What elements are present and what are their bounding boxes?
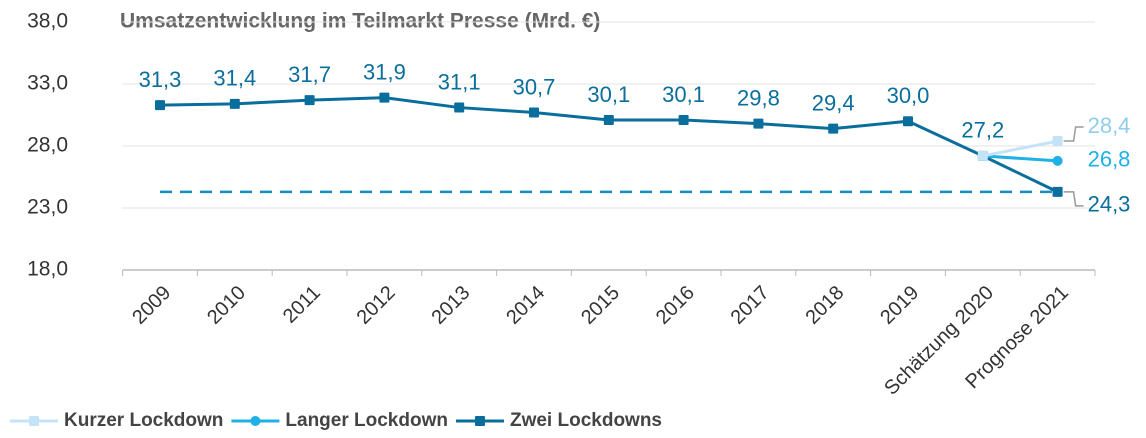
series-line (982, 139, 1058, 158)
data-label: 29,4 (812, 90, 855, 115)
x-tick-label: 2010 (203, 282, 250, 329)
legend-marker (29, 416, 39, 426)
series-line (159, 96, 1059, 194)
chart-title: Umsatzentwicklung im Teilmarkt Presse (M… (120, 10, 600, 33)
point (1052, 186, 1063, 197)
x-tick-label: 2018 (801, 282, 848, 329)
data-label: 31,7 (288, 62, 331, 87)
data-label: 29,8 (737, 85, 780, 110)
point (828, 123, 839, 134)
legend-marker (474, 416, 485, 426)
legend-label: Zwei Lockdowns (510, 410, 662, 431)
point (903, 116, 913, 127)
data-label: 30,1 (587, 82, 630, 107)
leader-line (1063, 191, 1084, 207)
point (1052, 136, 1063, 147)
x-tick-label: 2014 (502, 282, 549, 329)
x-tick-label: 2011 (279, 282, 325, 328)
data-label: 30,0 (887, 83, 930, 108)
leader-line (1063, 126, 1084, 142)
series-line (982, 154, 1058, 163)
x-tick-label: 2019 (876, 282, 923, 329)
legend-marker (250, 416, 261, 426)
data-label: 31,4 (213, 66, 256, 91)
point (529, 107, 539, 118)
point (229, 98, 240, 109)
x-tick-label: 2009 (128, 282, 175, 329)
point (977, 150, 988, 161)
x-tick-label: 2017 (727, 282, 774, 329)
legend-label: Kurzer Lockdown (64, 410, 223, 431)
data-label: 24,3 (1088, 192, 1131, 217)
point (155, 100, 165, 111)
data-label: 31,9 (363, 59, 406, 84)
data-label: 26,8 (1088, 147, 1131, 172)
data-label: 27,2 (961, 118, 1004, 143)
point (379, 92, 390, 103)
y-tick-label: 23,0 (27, 196, 68, 219)
data-label: 31,3 (139, 67, 182, 92)
y-tick-label: 28,0 (27, 134, 68, 157)
data-label: 30,7 (513, 74, 556, 99)
y-tick-label: 38,0 (27, 10, 68, 33)
point (304, 95, 315, 106)
point (454, 102, 465, 113)
x-tick-label: 2013 (427, 282, 474, 329)
legend-label: Langer Lockdown (285, 410, 448, 431)
data-label: 31,1 (438, 69, 481, 94)
data-label: 28,4 (1088, 113, 1131, 138)
point (678, 114, 689, 125)
x-tick-label: 2015 (577, 282, 624, 329)
point (603, 114, 614, 125)
point (1052, 155, 1063, 166)
y-tick-label: 33,0 (27, 72, 68, 95)
x-tick-label: 2012 (353, 282, 400, 329)
y-tick-label: 18,0 (27, 258, 68, 281)
x-tick-label: 2016 (652, 282, 699, 329)
point (753, 118, 764, 129)
data-label: 30,1 (662, 82, 705, 107)
